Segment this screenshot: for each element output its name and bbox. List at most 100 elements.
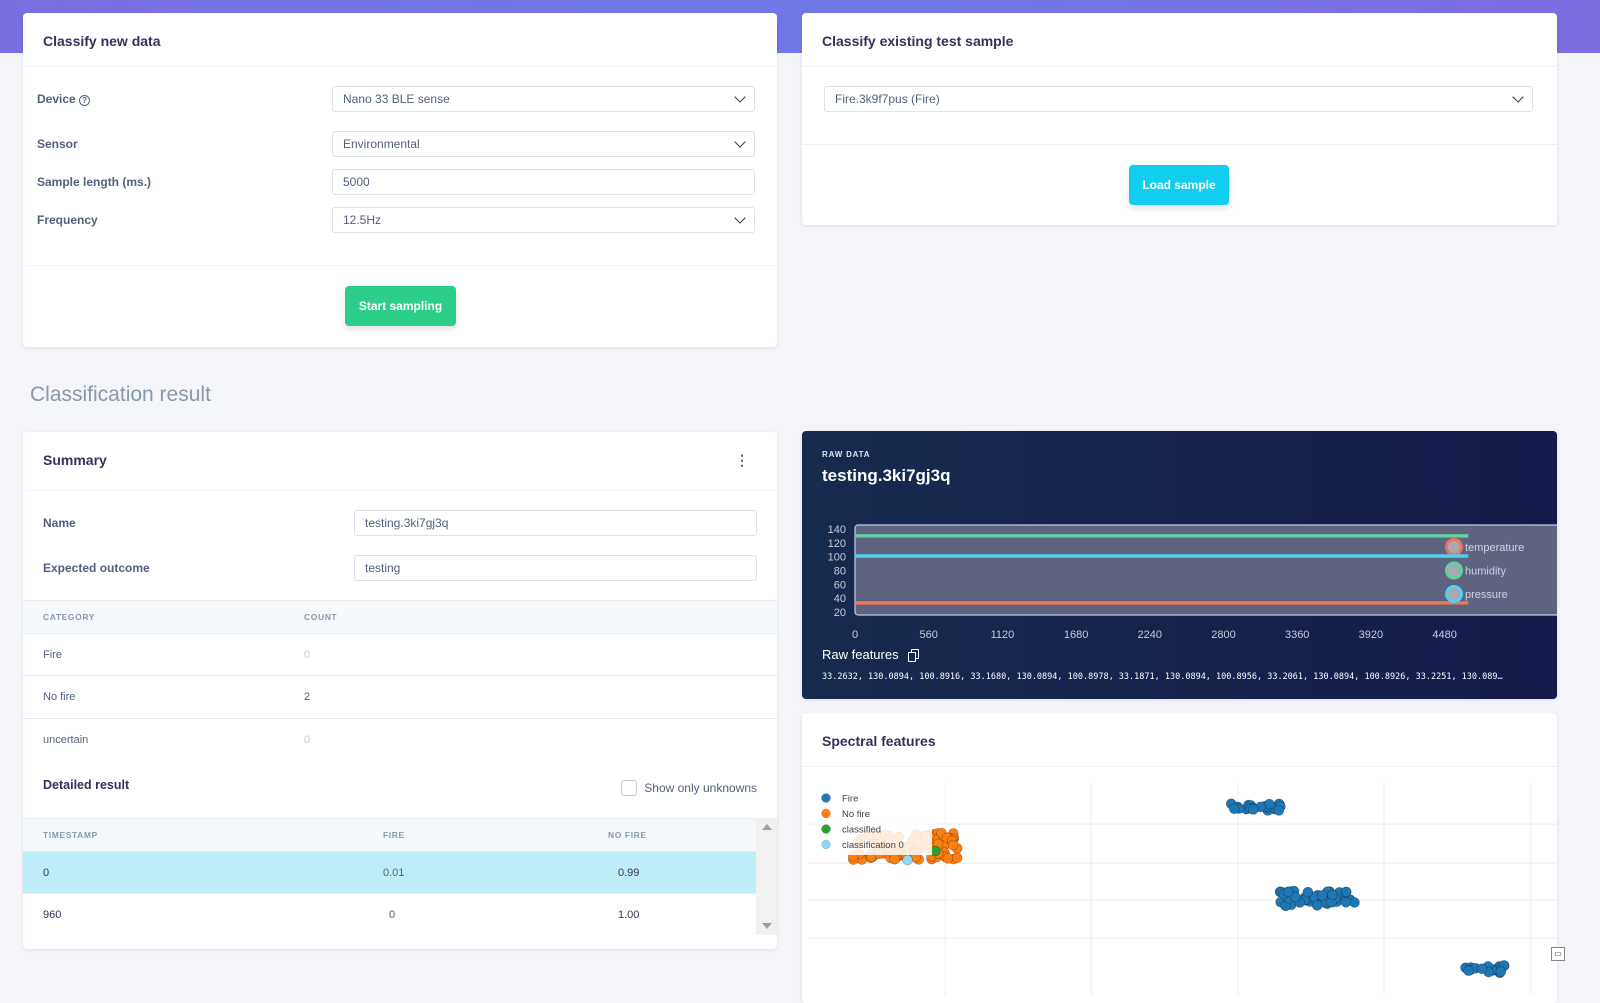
- legend-label: classified: [842, 825, 881, 836]
- card-title: Spectral features: [802, 713, 1557, 767]
- data-point-No-fire: [942, 853, 954, 864]
- copy-icon[interactable]: [907, 648, 919, 662]
- start-sampling-button[interactable]: Start sampling: [345, 286, 456, 326]
- data-point-Fire: [1290, 891, 1301, 903]
- table-row: Fire 0: [23, 634, 777, 676]
- table-row: No fire 2: [23, 676, 777, 719]
- scroll-down-icon[interactable]: [762, 923, 772, 929]
- data-point-Fire: [1228, 803, 1240, 815]
- name-input[interactable]: testing.3ki7gj3q: [354, 510, 757, 536]
- test-sample-select[interactable]: Fire.3k9f7pus (Fire): [824, 86, 1533, 112]
- legend-marker: [821, 839, 831, 850]
- data-point-Fire: [1463, 965, 1474, 976]
- y-tick-label: 40: [834, 593, 846, 605]
- scroll-up-icon[interactable]: [762, 824, 772, 830]
- legend-marker-humidity: [1445, 561, 1463, 580]
- checkbox[interactable]: [621, 780, 638, 796]
- chevron-down-icon: [1512, 91, 1524, 103]
- y-tick-label: 20: [834, 607, 846, 619]
- y-tick-label: 140: [828, 524, 846, 536]
- raw-features-text: 33.2632, 130.0894, 100.8916, 33.1680, 13…: [822, 672, 1503, 682]
- detail-table-header: TIMESTAMP FIRE NO FIRE: [23, 818, 756, 852]
- summary-card: Summary ⋮ Name testing.3ki7gj3q Expected …: [23, 432, 777, 949]
- chevron-down-icon: [734, 91, 746, 103]
- data-point-Fire: [1282, 886, 1294, 898]
- data-point-No-fire: [889, 853, 900, 865]
- raw-data-card: RAW DATA testing.3ki7gj3q 140 120 100 80 60 4…: [802, 431, 1557, 699]
- scrollbar[interactable]: [756, 818, 777, 935]
- y-tick-label: 60: [834, 579, 846, 591]
- y-tick-label: 80: [834, 566, 846, 578]
- card-title: Classify new data: [23, 13, 777, 67]
- data-point-No-fire: [951, 852, 963, 864]
- card-title: Summary ⋮: [23, 432, 777, 491]
- device-label: Device: [37, 92, 76, 106]
- y-tick-label: 120: [828, 538, 846, 550]
- x-tick-label: 1120: [991, 629, 1015, 641]
- frequency-select[interactable]: 12.5Hz: [332, 207, 755, 233]
- load-sample-button[interactable]: Load sample: [1129, 165, 1229, 205]
- table-row[interactable]: 0 0.01 0.99: [23, 852, 756, 894]
- plot-area: [854, 524, 1557, 616]
- legend-background: [814, 789, 932, 855]
- section-title: Classification result: [30, 383, 211, 406]
- data-point-Fire: [1302, 886, 1314, 898]
- divider: [23, 265, 777, 266]
- raw-data-title: testing.3ki7gj3q: [822, 466, 951, 485]
- data-point-Fire: [1264, 798, 1275, 810]
- legend-marker: [821, 824, 831, 834]
- data-point-Fire: [1340, 886, 1352, 898]
- x-tick-label: 4480: [1432, 629, 1456, 641]
- help-icon[interactable]: ?: [79, 95, 91, 106]
- legend-marker-pressure: [1445, 585, 1463, 603]
- data-point-No-fire: [947, 839, 959, 851]
- more-options-icon[interactable]: ⋮: [735, 452, 749, 468]
- chevron-down-icon: [734, 212, 746, 224]
- feedback-icon[interactable]: ▭: [1551, 947, 1565, 961]
- raw-features-label: Raw features: [822, 647, 919, 662]
- sensor-label: Sensor: [37, 137, 78, 151]
- spectral-scatter-chart[interactable]: Fire No fire classified classification 0: [802, 769, 1557, 999]
- show-unknowns-toggle[interactable]: Show only unknowns: [621, 780, 757, 796]
- data-point-Fire: [1495, 966, 1507, 977]
- classify-existing-card: Classify existing test sample Fire.3k9f7…: [802, 13, 1557, 225]
- x-tick-label: 3920: [1359, 629, 1383, 641]
- table-row: uncertain 0: [43, 734, 311, 746]
- sample-length-input[interactable]: 5000: [332, 169, 755, 195]
- name-label: Name: [43, 516, 76, 530]
- chevron-down-icon: [734, 136, 746, 148]
- detail-table[interactable]: TIMESTAMP FIRE NO FIRE 0 0.01 0.99 960 0 1.00: [23, 818, 777, 949]
- x-tick-label: 2800: [1211, 629, 1235, 641]
- category-table-header: CATEGORY COUNT: [23, 600, 777, 634]
- data-point-Fire: [1311, 900, 1323, 911]
- data-point-Fire: [1340, 896, 1352, 908]
- frequency-label: Frequency: [37, 213, 98, 227]
- data-point-Fire: [1273, 805, 1285, 816]
- card-title: Classify existing test sample: [802, 13, 1557, 67]
- legend-marker: [821, 808, 831, 819]
- table-row[interactable]: 960 0 1.00: [43, 909, 640, 921]
- data-point-Fire: [1247, 804, 1259, 815]
- legend-marker-temperature: [1445, 538, 1463, 556]
- x-tick-label: 3360: [1285, 629, 1309, 641]
- legend-label: Fire: [842, 794, 858, 805]
- raw-data-eyebrow: RAW DATA: [822, 450, 871, 459]
- expected-outcome-input[interactable]: testing: [354, 555, 757, 581]
- data-point-Fire: [1476, 963, 1488, 975]
- spectral-features-card: Spectral features Fire No fire classified c…: [802, 713, 1557, 1003]
- data-point-Fire: [1327, 889, 1338, 901]
- data-point-classification-0: [902, 854, 913, 866]
- x-tick-label: 560: [920, 629, 938, 641]
- divider: [802, 144, 1557, 145]
- y-tick-label: 100: [828, 552, 846, 564]
- sensor-select[interactable]: Environmental: [332, 131, 755, 157]
- expected-outcome-label: Expected outcome: [43, 561, 150, 575]
- x-tick-label: 2240: [1138, 629, 1162, 641]
- classify-new-card: Classify new data Device ? Nano 33 BLE s…: [23, 13, 777, 347]
- sample-length-label: Sample length (ms.): [37, 175, 152, 189]
- legend-label: classification 0: [842, 840, 904, 851]
- legend-marker: [821, 793, 831, 803]
- device-select[interactable]: Nano 33 BLE sense: [332, 86, 755, 112]
- legend-label: No fire: [842, 809, 870, 820]
